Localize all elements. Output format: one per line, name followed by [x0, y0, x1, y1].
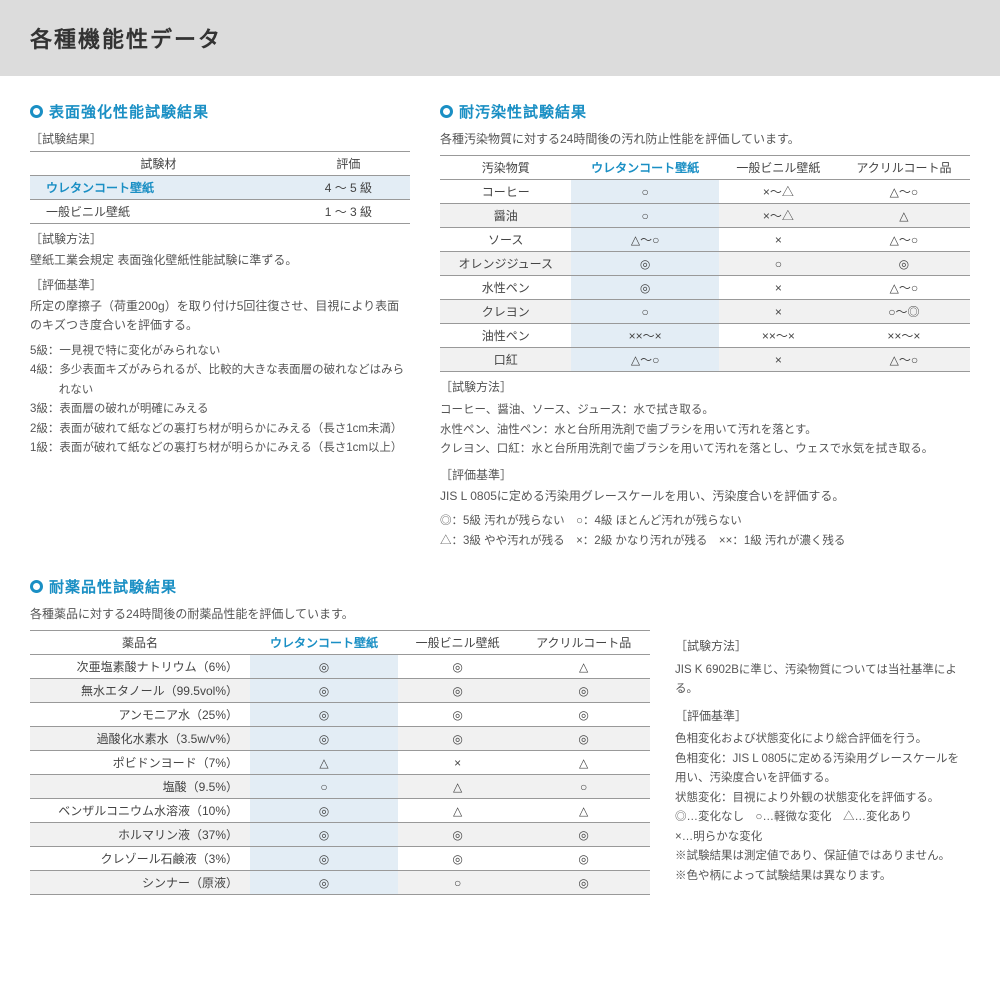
s2-sub-crit: ［評価基準］ [440, 466, 970, 483]
s3-table: 薬品名ウレタンコート壁紙一般ビニル壁紙アクリルコート品 次亜塩素酸ナトリウム（6… [30, 630, 650, 895]
table-row: ベンザルコニウム水溶液（10%）◎△△ [30, 799, 650, 823]
table-row: 水性ペン◎×△〜○ [440, 276, 970, 300]
section-chemical-resistance: 耐薬品性試験結果 各種薬品に対する24時間後の耐薬品性能を評価しています。 薬品… [30, 576, 970, 895]
bullet-icon [30, 105, 43, 118]
page-title: 各種機能性データ [30, 22, 970, 54]
s3-desc: 各種薬品に対する24時間後の耐薬品性能を評価しています。 [30, 605, 970, 624]
table-row: クレヨン○×○〜◎ [440, 300, 970, 324]
page-header: 各種機能性データ [0, 0, 1000, 76]
s3-sub-crit: ［評価基準］ [675, 706, 970, 726]
s1-crit: 所定の摩擦子（荷重200g）を取り付け5回往復させ、目視により表面のキズつき度合… [30, 297, 410, 335]
s1-method: 壁紙工業会規定 表面強化壁紙性能試験に準ずる。 [30, 251, 410, 270]
s1-title: 表面強化性能試験結果 [49, 101, 209, 122]
s1-sub-method: ［試験方法］ [30, 230, 410, 247]
section-surface-strength: 表面強化性能試験結果 ［試験結果］ 試験材 評価 ウレタンコート壁紙4 〜 5 … [30, 101, 410, 551]
table-row: ソース△〜○×△〜○ [440, 228, 970, 252]
table-row: コーヒー○×〜△△〜○ [440, 180, 970, 204]
s2-method: コーヒー、醤油、ソース、ジュース：水で拭き取る。水性ペン、油性ペン：水と台所用洗… [440, 401, 970, 460]
s1-table: 試験材 評価 ウレタンコート壁紙4 〜 5 級一般ビニル壁紙1 〜 3 級 [30, 151, 410, 224]
table-row: 油性ペン××〜×××〜×××〜× [440, 324, 970, 348]
table-row: 醤油○×〜△△ [440, 204, 970, 228]
table-row: 口紅△〜○×△〜○ [440, 348, 970, 372]
s2-crit: JIS L 0805に定める汚染用グレースケールを用い、汚染度合いを評価する。 [440, 487, 970, 506]
content: 表面強化性能試験結果 ［試験結果］ 試験材 評価 ウレタンコート壁紙4 〜 5 … [0, 101, 1000, 925]
s3-title: 耐薬品性試験結果 [49, 576, 177, 597]
s1-th2: 評価 [287, 152, 410, 176]
s2-sub-method: ［試験方法］ [440, 378, 970, 395]
table-row: 次亜塩素酸ナトリウム（6%）◎◎△ [30, 655, 650, 679]
s1-sub-crit: ［評価基準］ [30, 276, 410, 293]
table-row: 無水エタノール（99.5vol%）◎◎◎ [30, 679, 650, 703]
s3-method: JIS K 6902Bに準じ、汚染物質については当社基準による。 [675, 661, 970, 700]
table-row: シンナー（原液）◎○◎ [30, 871, 650, 895]
table-row: ポビドンヨード（7%）△×△ [30, 751, 650, 775]
s3-crit: 色相変化および状態変化により総合評価を行う。色相変化：JIS L 0805に定め… [675, 730, 970, 886]
s1-sub-results: ［試験結果］ [30, 130, 410, 147]
s1-grades: 5級：一見視で特に変化がみられない4級：多少表面キズがみられるが、比較的大きな表… [30, 342, 410, 459]
table-row: 過酸化水素水（3.5w/v%）◎◎◎ [30, 727, 650, 751]
s3-sub-method: ［試験方法］ [675, 636, 970, 656]
s2-legend: ◎：5級 汚れが残らない ○：4級 ほとんど汚れが残らない△：3級 やや汚れが残… [440, 512, 970, 551]
bullet-icon [30, 580, 43, 593]
table-row: ホルマリン液（37%）◎◎◎ [30, 823, 650, 847]
table-row: オレンジジュース◎○◎ [440, 252, 970, 276]
bullet-icon [440, 105, 453, 118]
table-row: アンモニア水（25%）◎◎◎ [30, 703, 650, 727]
s2-title: 耐汚染性試験結果 [459, 101, 587, 122]
table-row: 塩酸（9.5%）○△○ [30, 775, 650, 799]
table-row: 一般ビニル壁紙1 〜 3 級 [30, 200, 410, 224]
s2-table: 汚染物質ウレタンコート壁紙一般ビニル壁紙アクリルコート品 コーヒー○×〜△△〜○… [440, 155, 970, 372]
table-row: クレゾール石鹸液（3%）◎◎◎ [30, 847, 650, 871]
section-stain-resistance: 耐汚染性試験結果 各種汚染物質に対する24時間後の汚れ防止性能を評価しています。… [440, 101, 970, 551]
table-row: ウレタンコート壁紙4 〜 5 級 [30, 176, 410, 200]
s2-desc: 各種汚染物質に対する24時間後の汚れ防止性能を評価しています。 [440, 130, 970, 149]
s1-th1: 試験材 [30, 152, 287, 176]
